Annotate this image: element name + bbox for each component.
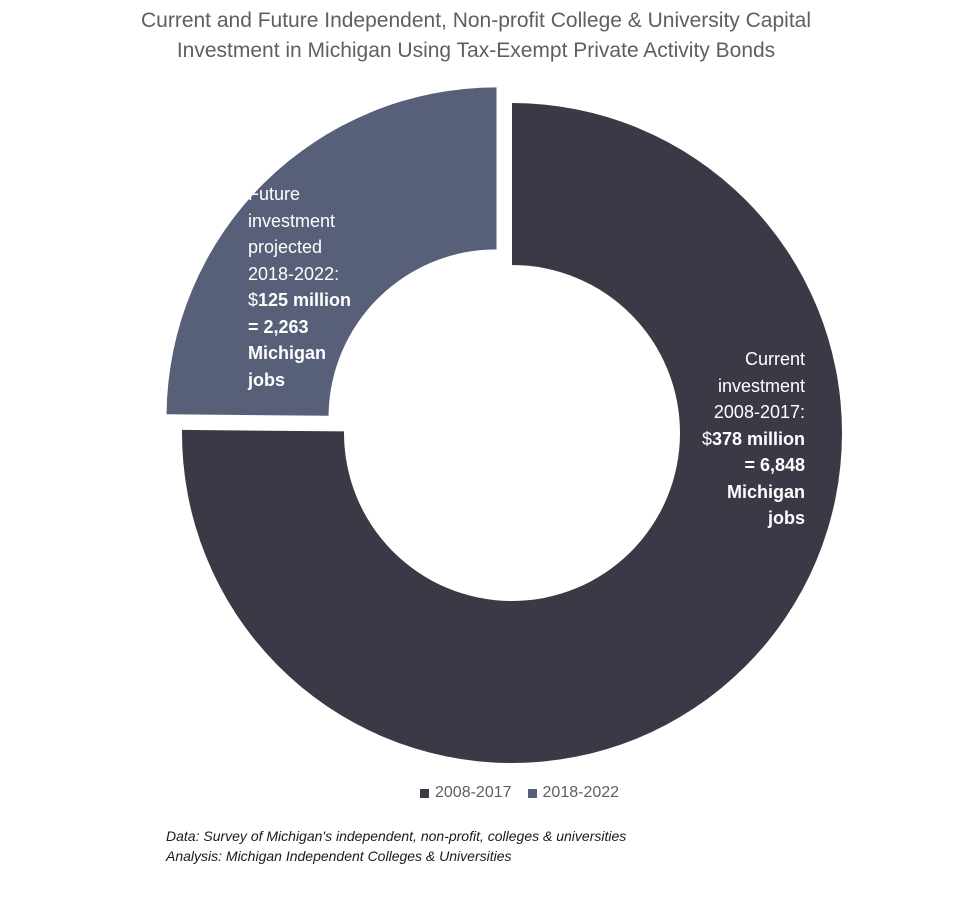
slice-label-line: Current	[744, 349, 805, 369]
legend-swatch	[420, 788, 429, 798]
chart-title-line-1: Current and Future Independent, Non-prof…	[140, 9, 812, 32]
chart-title: Current and Future Independent, Non-prof…	[0, 6, 952, 66]
legend-swatch	[527, 788, 537, 798]
donut-slice-2008-2017	[182, 103, 842, 763]
slice-label-line: investment	[717, 375, 805, 396]
chart-legend: 2008-2017 2018-2022	[420, 784, 635, 802]
slice-label-jobs-count: = 2,263	[248, 316, 309, 337]
slice-label-line: Future	[248, 184, 301, 204]
slice-label-dollar-sign: $	[701, 428, 712, 449]
legend-label: 2018-2022	[542, 784, 620, 801]
slice-label-2008-2017: Current investment 2008-2017: $378 milli…	[702, 346, 805, 532]
slice-label-line: 2008-2017:	[713, 402, 805, 422]
source-analysis-line: Analysis: Michigan Independent Colleges …	[166, 848, 512, 864]
slice-label-jobs-count: = 6,848	[744, 455, 805, 475]
slice-label-amount: 378 million	[711, 428, 805, 449]
legend-label: 2008-2017	[435, 784, 512, 801]
slice-label-amount-line: $125 million	[248, 287, 351, 314]
chart-title-line-2: Investment in Michigan Using Tax-Exempt …	[176, 39, 776, 62]
slice-label-line: investment	[248, 210, 336, 231]
legend-item-2008-2017: 2008-2017	[420, 784, 512, 802]
slice-label-dollar-sign: $	[248, 290, 259, 310]
legend-item-2018-2022: 2018-2022	[527, 784, 620, 802]
source-data-line: Data: Survey of Michigan's independent, …	[166, 828, 627, 844]
source-note: Data: Survey of Michigan's independent, …	[166, 826, 626, 866]
slice-label-2018-2022: Future investment projected 2018-2022: $…	[248, 181, 351, 393]
slice-label-amount: 125 million	[258, 290, 352, 310]
slice-label-line: Michigan	[248, 343, 327, 363]
slice-label-line: Michigan	[726, 481, 805, 502]
slice-label-amount-line: $378 million	[702, 426, 805, 453]
slice-label-line: jobs	[767, 508, 805, 528]
donut-slice-2018-2022	[166, 87, 497, 416]
slice-label-line: jobs	[248, 369, 286, 390]
slice-label-line: 2018-2022:	[248, 263, 340, 284]
slice-label-line: projected	[248, 237, 323, 257]
